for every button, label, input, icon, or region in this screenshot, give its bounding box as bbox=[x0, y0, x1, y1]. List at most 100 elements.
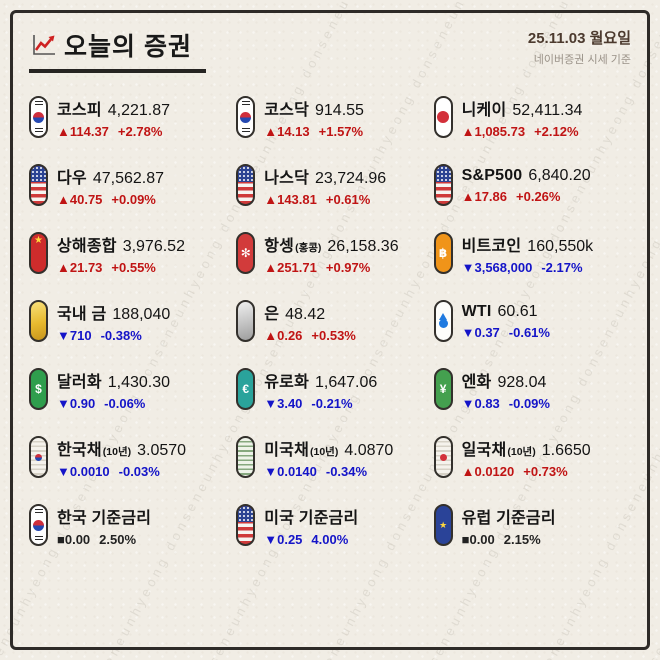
item-change: ▲17.86 bbox=[461, 188, 508, 204]
item-change: ▼0.83 bbox=[461, 395, 500, 411]
item-percent: -0.09% bbox=[508, 395, 550, 411]
item-name: WTI bbox=[461, 302, 492, 320]
item-change: ▼0.25 bbox=[264, 531, 303, 547]
item-percent: +0.55% bbox=[111, 259, 156, 275]
item-value: 48.42 bbox=[285, 305, 326, 323]
dollar-icon: $ bbox=[29, 368, 48, 410]
us-flag-icon bbox=[236, 164, 256, 206]
market-item-dollar: $ 달러화 1,430.30 ▼0.90 -0.06% bbox=[29, 368, 236, 411]
us-flag-icon bbox=[29, 164, 48, 206]
item-percent: -0.06% bbox=[104, 395, 146, 411]
item-change: ■0.00 bbox=[461, 531, 495, 547]
item-percent: +2.12% bbox=[534, 123, 579, 139]
item-name: 일국채 bbox=[461, 441, 507, 459]
market-item-gold: 국내 금 188,040 ▼710 -0.38% bbox=[29, 300, 236, 343]
market-item-rate-kr: 한국 기준금리 ■0.00 2.50% bbox=[29, 504, 236, 547]
market-item-silver: 은 48.42 ▲0.26 +0.53% bbox=[236, 300, 433, 343]
item-change: ▲0.0120 bbox=[461, 463, 515, 479]
market-card: 오늘의 증권 25.11.03 월요일 네이버증권 시세 기준 코스피 4,221… bbox=[10, 10, 650, 650]
korea-flag-icon bbox=[29, 96, 48, 138]
item-name: 유로화 bbox=[264, 373, 309, 391]
item-change: ▲21.73 bbox=[57, 259, 103, 275]
item-name: 코스피 bbox=[57, 101, 102, 119]
item-value: 4,221.87 bbox=[107, 101, 171, 119]
item-value: 4.0870 bbox=[344, 441, 394, 459]
market-item-kosdaq: 코스닥 914.55 ▲14.13 +1.57% bbox=[236, 96, 433, 139]
item-name: 은 bbox=[264, 305, 280, 323]
market-item-euro: € 유로화 1,647.06 ▼3.40 -0.21% bbox=[236, 368, 433, 411]
japan-flag-icon bbox=[433, 96, 453, 138]
header-title-block: 오늘의 증권 bbox=[29, 25, 206, 73]
us-flag-icon bbox=[236, 504, 256, 546]
item-change: ▲40.75 bbox=[57, 191, 103, 207]
market-grid: 코스피 4,221.87 ▲114.37 +2.78% 코스닥 914.55 ▲14.13… bbox=[29, 83, 631, 559]
item-value: 3,976.52 bbox=[122, 237, 185, 255]
item-value: 6,840.20 bbox=[528, 166, 591, 184]
item-name: 상해종합 bbox=[57, 237, 117, 255]
item-name: 나스닥 bbox=[264, 169, 309, 187]
item-value: 188,040 bbox=[112, 305, 171, 323]
item-value: 47,562.87 bbox=[92, 169, 165, 187]
us-flag-icon bbox=[433, 164, 453, 206]
item-percent: 2.15% bbox=[503, 531, 541, 547]
market-item-dow: 다우 47,562.87 ▲40.75 +0.09% bbox=[29, 164, 236, 207]
item-percent: 2.50% bbox=[99, 531, 137, 547]
item-value: 160,550k bbox=[527, 237, 594, 255]
item-name: 국내 금 bbox=[57, 305, 107, 323]
item-percent: +0.09% bbox=[111, 191, 156, 207]
item-change: ▲114.37 bbox=[57, 123, 109, 139]
market-item-shanghai: ★ 상해종합 3,976.52 ▲21.73 +0.55% bbox=[29, 232, 236, 275]
japan-bond-icon bbox=[433, 436, 453, 478]
yen-icon: ¥ bbox=[433, 368, 453, 410]
item-percent: +0.61% bbox=[325, 191, 371, 207]
korea-flag-icon bbox=[236, 96, 256, 138]
market-item-yen: ¥ 엔화 928.04 ▼0.83 -0.09% bbox=[433, 368, 631, 411]
item-percent: -0.34% bbox=[325, 463, 368, 479]
item-name: 미국 기준금리 bbox=[264, 509, 359, 527]
item-value: 914.55 bbox=[315, 101, 364, 119]
euro-icon: € bbox=[236, 368, 256, 410]
item-name: 엔화 bbox=[461, 373, 492, 391]
market-item-bond-us: 미국채(10년) 4.0870 ▼0.0140 -0.34% bbox=[236, 436, 433, 479]
item-percent: -0.21% bbox=[311, 395, 353, 411]
item-change: ▼3,568,000 bbox=[461, 259, 533, 275]
item-name: 비트코인 bbox=[461, 237, 522, 255]
market-item-nikkei: 니케이 52,411.34 ▲1,085.73 +2.12% bbox=[433, 96, 631, 139]
gold-bar-icon bbox=[29, 300, 48, 342]
item-value: 928.04 bbox=[497, 373, 547, 391]
item-value: 60.61 bbox=[497, 302, 538, 320]
item-percent: -2.17% bbox=[541, 259, 583, 275]
item-value: 1,647.06 bbox=[315, 373, 378, 391]
item-change: ▼0.90 bbox=[57, 395, 96, 411]
item-percent: +1.57% bbox=[318, 123, 364, 139]
item-percent: +0.97% bbox=[325, 259, 371, 275]
item-change: ▲251.71 bbox=[264, 259, 317, 275]
item-name: 다우 bbox=[57, 169, 87, 187]
item-value: 52,411.34 bbox=[512, 101, 583, 119]
item-change: ▼0.0010 bbox=[57, 463, 110, 479]
item-change: ▲0.26 bbox=[264, 327, 303, 343]
item-change: ■0.00 bbox=[57, 531, 91, 547]
item-change: ▼0.37 bbox=[461, 324, 500, 340]
item-change: ▲143.81 bbox=[264, 191, 317, 207]
item-change: ▲1,085.73 bbox=[461, 123, 526, 139]
korea-bond-icon bbox=[29, 436, 48, 478]
item-percent: +0.73% bbox=[523, 463, 568, 479]
item-name: 한국채 bbox=[57, 441, 102, 459]
item-change: ▲14.13 bbox=[264, 123, 310, 139]
chart-icon bbox=[31, 33, 57, 57]
item-value: 3.0570 bbox=[137, 441, 187, 459]
item-name: S&P500 bbox=[461, 166, 523, 184]
bitcoin-icon: ฿ bbox=[433, 232, 453, 274]
item-name: 코스닥 bbox=[264, 101, 309, 119]
item-name: 한국 기준금리 bbox=[57, 509, 152, 527]
item-name: 항셍 bbox=[264, 237, 295, 255]
item-percent: +0.53% bbox=[311, 327, 356, 343]
market-item-sp500: S&P500 6,840.20 ▲17.86 +0.26% bbox=[433, 164, 631, 206]
page-title: 오늘의 증권 bbox=[64, 33, 192, 61]
item-name: 유럽 기준금리 bbox=[461, 509, 556, 527]
item-value: 23,724.96 bbox=[315, 169, 387, 187]
oil-drop-icon bbox=[433, 300, 453, 342]
eu-flag-icon: ★ bbox=[433, 504, 453, 546]
